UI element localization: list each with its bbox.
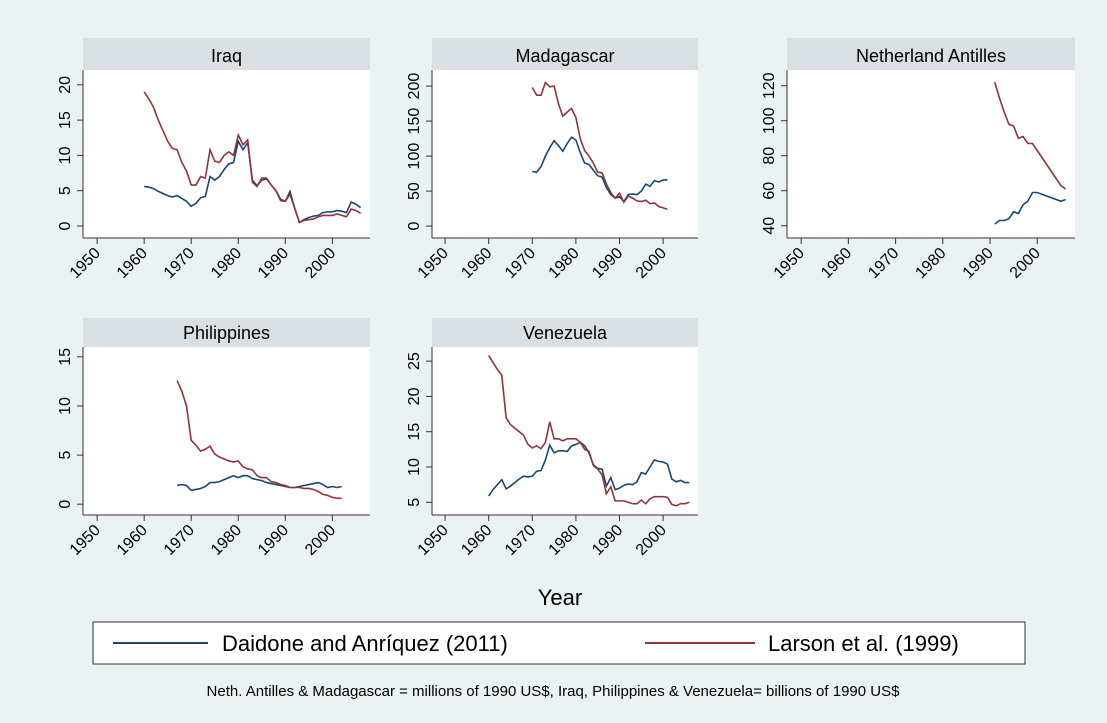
series-line bbox=[532, 136, 668, 203]
y-tick-label: 0 bbox=[406, 222, 423, 231]
y-tick-label: 10 bbox=[406, 458, 423, 476]
y-tick-label: 10 bbox=[57, 146, 74, 164]
x-axis-title: Year bbox=[538, 585, 582, 610]
y-tick-label: 150 bbox=[406, 108, 423, 135]
series-line bbox=[176, 474, 342, 492]
y-tick-label: 120 bbox=[761, 72, 778, 99]
series-line bbox=[176, 380, 342, 500]
panel-header bbox=[787, 38, 1075, 70]
y-tick-label: 20 bbox=[406, 387, 423, 405]
panel-header bbox=[83, 38, 370, 70]
panel-header bbox=[432, 318, 698, 347]
series-line bbox=[994, 191, 1066, 225]
series-line bbox=[488, 355, 690, 507]
y-tick-label: 0 bbox=[57, 221, 74, 230]
y-tick-label: 80 bbox=[761, 147, 778, 165]
y-tick-label: 0 bbox=[57, 500, 74, 509]
panel-title: Madagascar bbox=[515, 46, 614, 66]
y-tick-label: 25 bbox=[406, 352, 423, 370]
plot-area bbox=[432, 347, 698, 515]
y-tick-label: 60 bbox=[761, 182, 778, 200]
plot-area bbox=[432, 70, 698, 238]
panel-title: Venezuela bbox=[523, 323, 608, 343]
y-tick-label: 15 bbox=[57, 111, 74, 129]
legend-label: Daidone and Anríquez (2011) bbox=[222, 631, 508, 656]
y-tick-label: 50 bbox=[406, 182, 423, 200]
note: Neth. Antilles & Madagascar = millions o… bbox=[207, 683, 901, 700]
panel-title: Iraq bbox=[211, 46, 242, 66]
legend-label: Larson et al. (1999) bbox=[768, 631, 959, 656]
y-tick-label: 100 bbox=[761, 107, 778, 134]
y-tick-label: 200 bbox=[406, 73, 423, 100]
y-tick-label: 5 bbox=[406, 498, 423, 507]
panel-header bbox=[432, 38, 698, 70]
panel-title: Netherland Antilles bbox=[856, 46, 1006, 66]
y-tick-label: 5 bbox=[57, 451, 74, 460]
panel-header bbox=[83, 318, 370, 347]
y-tick-label: 15 bbox=[406, 423, 423, 441]
plot-area bbox=[83, 347, 370, 515]
y-tick-label: 40 bbox=[761, 217, 778, 235]
series-line bbox=[993, 82, 1067, 190]
y-tick-label: 15 bbox=[57, 348, 74, 366]
plot-area bbox=[787, 70, 1075, 238]
legend bbox=[92, 621, 1026, 665]
y-tick-label: 5 bbox=[57, 186, 74, 195]
y-tick-label: 20 bbox=[57, 76, 74, 94]
y-tick-label: 10 bbox=[57, 397, 74, 415]
series-line bbox=[143, 91, 362, 224]
panel-title: Philippines bbox=[183, 323, 270, 343]
y-tick-label: 100 bbox=[406, 143, 423, 170]
series-line bbox=[531, 81, 668, 211]
